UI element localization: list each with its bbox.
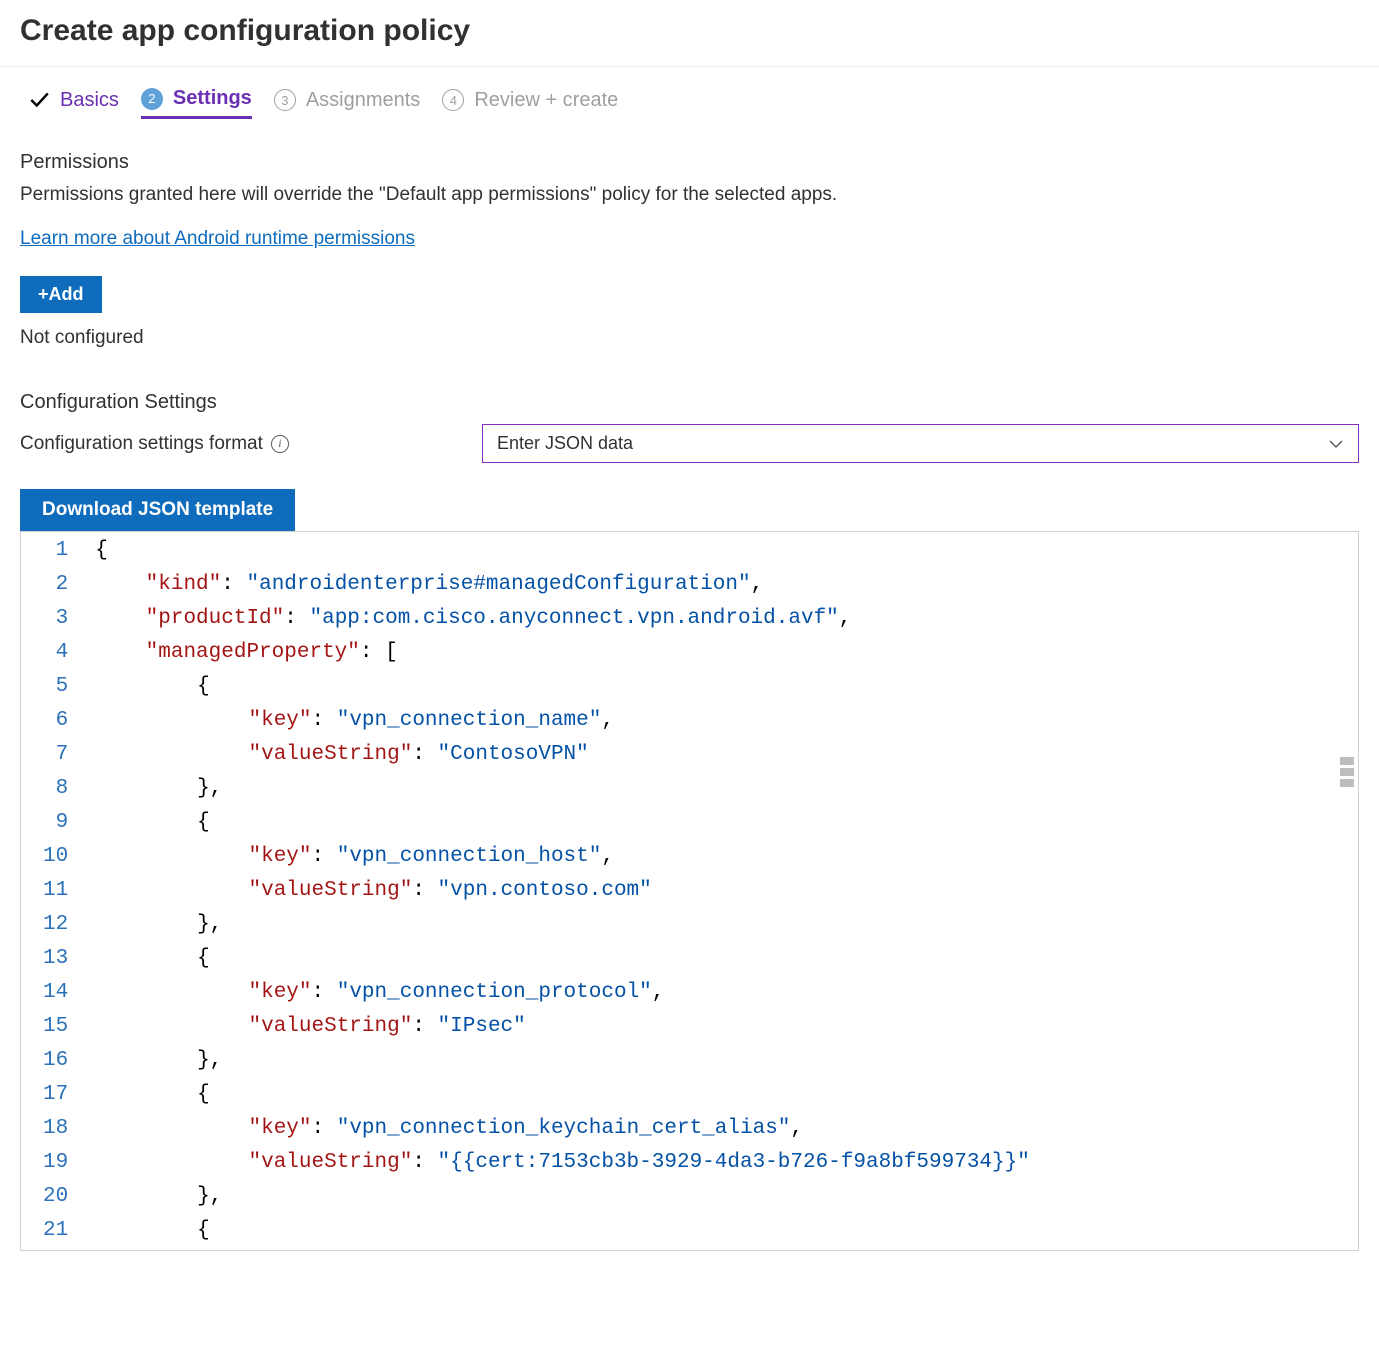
- download-json-template-button[interactable]: Download JSON template: [20, 489, 295, 531]
- page-title: Create app configuration policy: [20, 14, 1359, 48]
- editor-scrollbar-marks: [1340, 757, 1356, 787]
- learn-more-link[interactable]: Learn more about Android runtime permiss…: [20, 228, 415, 249]
- header-divider: [0, 66, 1379, 67]
- config-format-dropdown[interactable]: Enter JSON data: [482, 424, 1359, 463]
- add-permission-button[interactable]: +Add: [20, 276, 102, 313]
- step-label: Settings: [173, 87, 252, 110]
- chevron-down-icon: [1328, 436, 1344, 452]
- wizard-steps: Basics 2 Settings 3 Assignments 4 Review + cre…: [20, 83, 1359, 119]
- config-format-value: Enter JSON data: [497, 433, 633, 454]
- step-label: Basics: [60, 89, 119, 112]
- step-label: Review + create: [474, 89, 618, 112]
- permissions-heading: Permissions: [20, 151, 1359, 174]
- config-format-label-text: Configuration settings format: [20, 433, 263, 455]
- checkmark-icon: [28, 89, 50, 111]
- info-icon[interactable]: i: [271, 435, 289, 453]
- step-number: 3: [274, 89, 296, 111]
- permissions-status: Not configured: [20, 327, 1359, 349]
- permissions-description: Permissions granted here will override t…: [20, 184, 1359, 206]
- wizard-step-4[interactable]: 4 Review + create: [442, 89, 618, 118]
- json-editor[interactable]: 123456789101112131415161718192021 { "kin…: [20, 531, 1359, 1251]
- step-label: Assignments: [306, 89, 421, 112]
- editor-code-area[interactable]: { "kind": "androidenterprise#managedConf…: [81, 532, 1358, 1250]
- editor-line-gutter: 123456789101112131415161718192021: [21, 532, 81, 1250]
- wizard-step-2[interactable]: 2 Settings: [141, 87, 252, 119]
- config-format-label: Configuration settings format i: [20, 433, 470, 455]
- wizard-step-1[interactable]: Basics: [28, 89, 119, 118]
- step-number: 4: [442, 89, 464, 111]
- step-number: 2: [141, 88, 163, 110]
- wizard-step-3[interactable]: 3 Assignments: [274, 89, 421, 118]
- config-settings-heading: Configuration Settings: [20, 391, 1359, 414]
